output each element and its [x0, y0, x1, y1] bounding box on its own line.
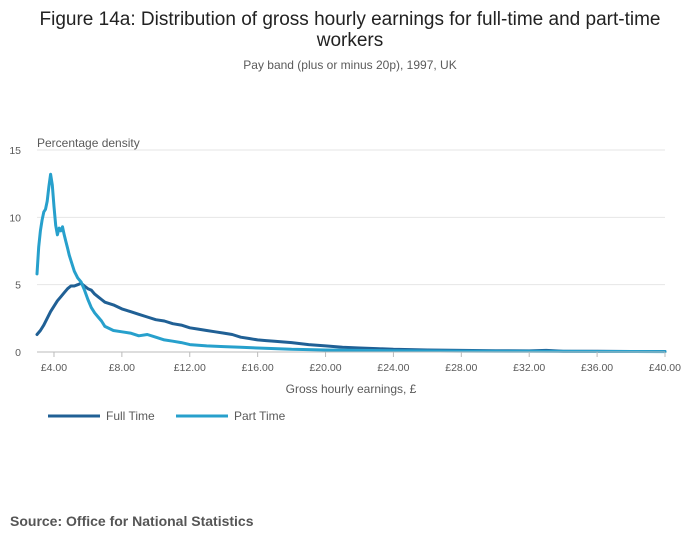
x-tick-label: £32.00 [513, 362, 545, 374]
x-tick-label: £8.00 [109, 362, 135, 374]
series-line-full-time[interactable] [35, 281, 667, 353]
series-line-part-time[interactable] [35, 172, 667, 354]
y-tick-label: 10 [9, 212, 21, 224]
x-axis-ticks: £4.00 £8.00 £12.00 £16.00 £20.00 £24.00 £28.00… [41, 352, 681, 374]
legend-item-part-time[interactable]: Part Time [176, 409, 286, 423]
chart-title: Figure 14a: Distribution of gross hourly… [39, 9, 661, 51]
legend-item-full-time[interactable]: Full Time [48, 409, 155, 423]
x-tick-label: £16.00 [242, 362, 274, 374]
x-tick-label: £36.00 [581, 362, 613, 374]
y-axis-label: Percentage density [37, 136, 140, 150]
x-tick-label: £20.00 [309, 362, 341, 374]
legend[interactable]: Full Time Part Time [48, 409, 286, 423]
chart-subtitle: Pay band (plus or minus 20p), 1997, UK [243, 58, 457, 72]
series-lines [35, 172, 667, 354]
x-tick-label: £40.00 [649, 362, 681, 374]
gridlines [37, 149, 665, 286]
x-tick-label: £4.00 [41, 362, 67, 374]
y-axis-ticks: 0 5 10 15 [9, 145, 21, 359]
x-tick-label: £24.00 [377, 362, 409, 374]
y-tick-label: 15 [9, 145, 21, 157]
legend-label: Part Time [234, 409, 286, 423]
legend-label: Full Time [106, 409, 155, 423]
x-axis-label: Gross hourly earnings, £ [286, 382, 417, 396]
y-tick-label: 0 [15, 347, 21, 359]
y-tick-label: 5 [15, 280, 21, 292]
source-note: Source: Office for National Statistics [10, 513, 254, 529]
x-tick-label: £12.00 [174, 362, 206, 374]
x-tick-label: £28.00 [445, 362, 477, 374]
